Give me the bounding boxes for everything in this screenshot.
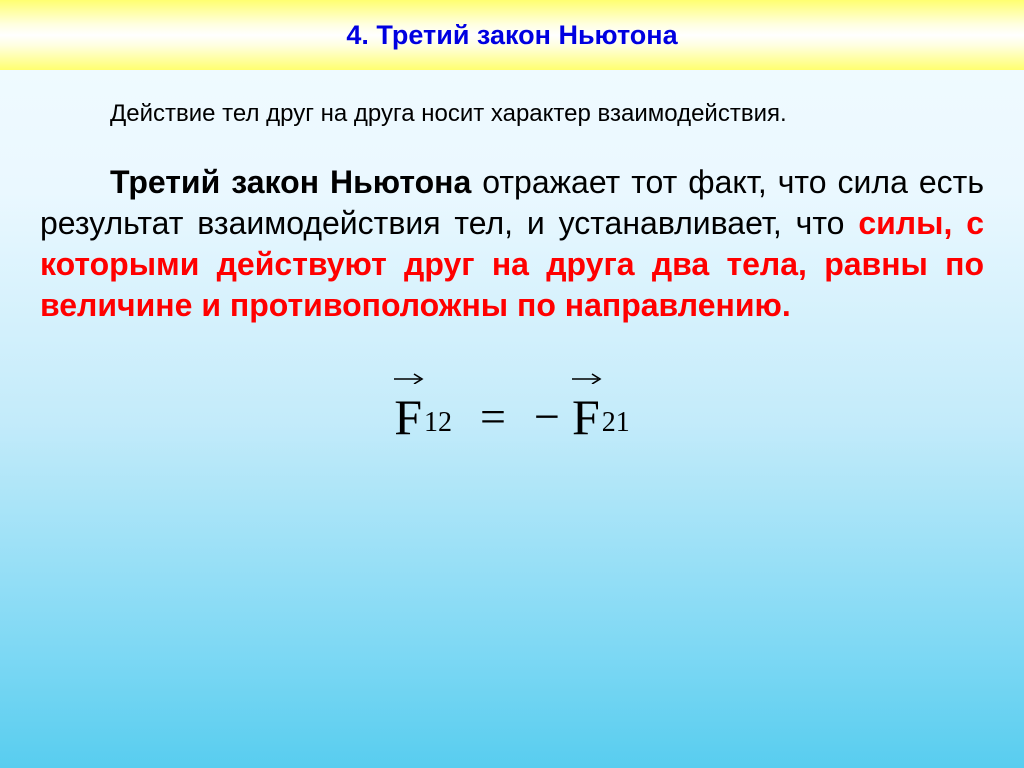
slide: 4. Третий закон Ньютона Действие тел дру… <box>0 0 1024 768</box>
law-name: Третий закон Ньютона <box>110 164 471 200</box>
formula-rhs-vector: F <box>572 388 600 446</box>
formula-lhs-letter: F <box>394 389 422 445</box>
title-band: 4. Третий закон Ньютона <box>0 0 1024 70</box>
formula-rhs-subscript: 21 <box>602 407 630 439</box>
content-area: Действие тел друг на друга носит характе… <box>0 70 1024 446</box>
main-paragraph: Третий закон Ньютона отражает тот факт, … <box>40 162 984 326</box>
intro-text: Действие тел друг на друга носит характе… <box>40 100 984 128</box>
vector-arrow-icon <box>394 370 426 384</box>
formula-equals: = <box>480 390 506 443</box>
formula-rhs-letter: F <box>572 389 600 445</box>
slide-title: 4. Третий закон Ньютона <box>346 20 677 51</box>
formula-lhs-vector: F <box>394 388 422 446</box>
formula-minus: − <box>534 390 560 443</box>
intro-paragraph: Действие тел друг на друга носит характе… <box>40 100 984 128</box>
vector-arrow-icon <box>572 370 604 384</box>
formula: F 12 = − F 21 <box>40 388 984 446</box>
formula-lhs-subscript: 12 <box>424 407 452 439</box>
